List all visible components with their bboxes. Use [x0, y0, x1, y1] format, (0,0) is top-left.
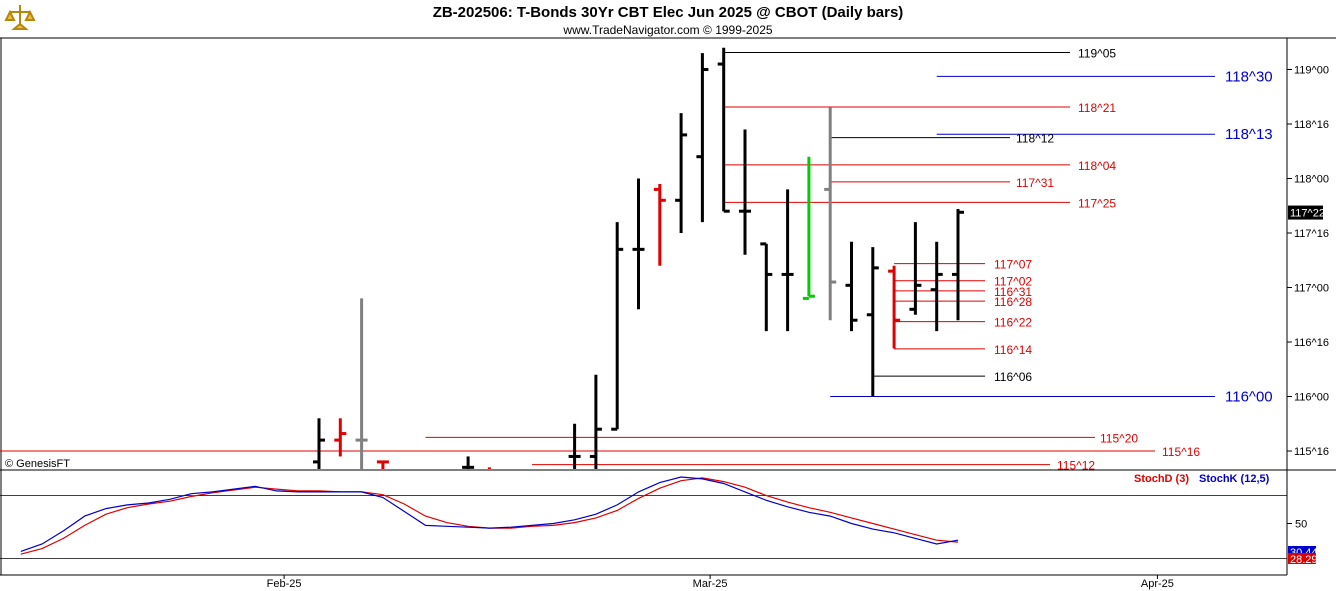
level-label: 118^21 — [1078, 101, 1116, 115]
level-label: 116^28 — [994, 295, 1032, 309]
level-label: 116^14 — [994, 343, 1032, 357]
level-label: 118^30 — [1225, 68, 1273, 85]
level-label: 116^00 — [1225, 389, 1273, 406]
stoch-k-last-box — [1288, 546, 1316, 557]
time-tick-label: Mar-25 — [693, 578, 728, 590]
stoch-d-last-box — [1288, 553, 1316, 564]
level-label: 117^02 — [994, 275, 1032, 289]
stoch-series-k — [20, 476, 959, 552]
price-tick-label: 116^00 — [1294, 392, 1329, 404]
price-panel: 119^05 118^30 118^21 118^13 118^12 118^04 117^… — [0, 46, 1273, 473]
level-label: 117^31 — [1016, 176, 1054, 190]
level-label: 116^06 — [994, 370, 1032, 384]
price-tick-label: 118^16 — [1294, 119, 1329, 131]
legend-entry: StochD (3) — [1134, 473, 1189, 485]
price-tick-label: 119^00 — [1294, 65, 1329, 77]
time-tick-label: Apr-25 — [1141, 578, 1174, 590]
chart-subtitle: www.TradeNavigator.com © 1999-2025 — [562, 23, 772, 37]
level-label: 116^22 — [994, 316, 1032, 330]
level-label: 117^25 — [1078, 196, 1116, 210]
credit-label: © GenesisFT — [5, 458, 70, 470]
stoch-tick-label: 50 — [1295, 519, 1307, 531]
level-label: 119^05 — [1078, 46, 1116, 60]
price-tick-label: 116^16 — [1294, 337, 1329, 349]
level-label: 115^12 — [1057, 459, 1095, 473]
level-label: 118^12 — [1016, 132, 1054, 146]
last-price-label: 117^22 — [1290, 208, 1325, 220]
price-tick-label: 115^16 — [1294, 446, 1329, 458]
stoch-d-last-label: 28.29 — [1290, 554, 1318, 566]
price-tick-label: 118^00 — [1294, 174, 1329, 186]
level-label: 115^20 — [1100, 431, 1138, 445]
legend-entry: StochK (12,5) — [1199, 473, 1270, 485]
time-tick-label: Feb-25 — [267, 578, 302, 590]
level-label: 118^13 — [1225, 126, 1273, 143]
level-label: 115^16 — [1162, 445, 1200, 459]
title-icon — [4, 2, 36, 34]
last-price-box — [1288, 205, 1323, 220]
stochastic-panel: StochD (3) StochK (12,5) — [0, 473, 1287, 559]
level-label: 118^04 — [1078, 159, 1116, 173]
level-label: 117^07 — [994, 258, 1032, 272]
stoch-series-d — [20, 477, 959, 555]
axis-layer: 115^16 116^00 116^16 117^00 117^16 118^00 118^… — [267, 65, 1329, 591]
chart-title: ZB-202506: T-Bonds 30Yr CBT Elec Jun 202… — [433, 4, 904, 21]
price-tick-label: 117^00 — [1294, 283, 1329, 295]
level-label: 116^31 — [994, 285, 1032, 299]
price-tick-label: 117^16 — [1294, 228, 1329, 240]
